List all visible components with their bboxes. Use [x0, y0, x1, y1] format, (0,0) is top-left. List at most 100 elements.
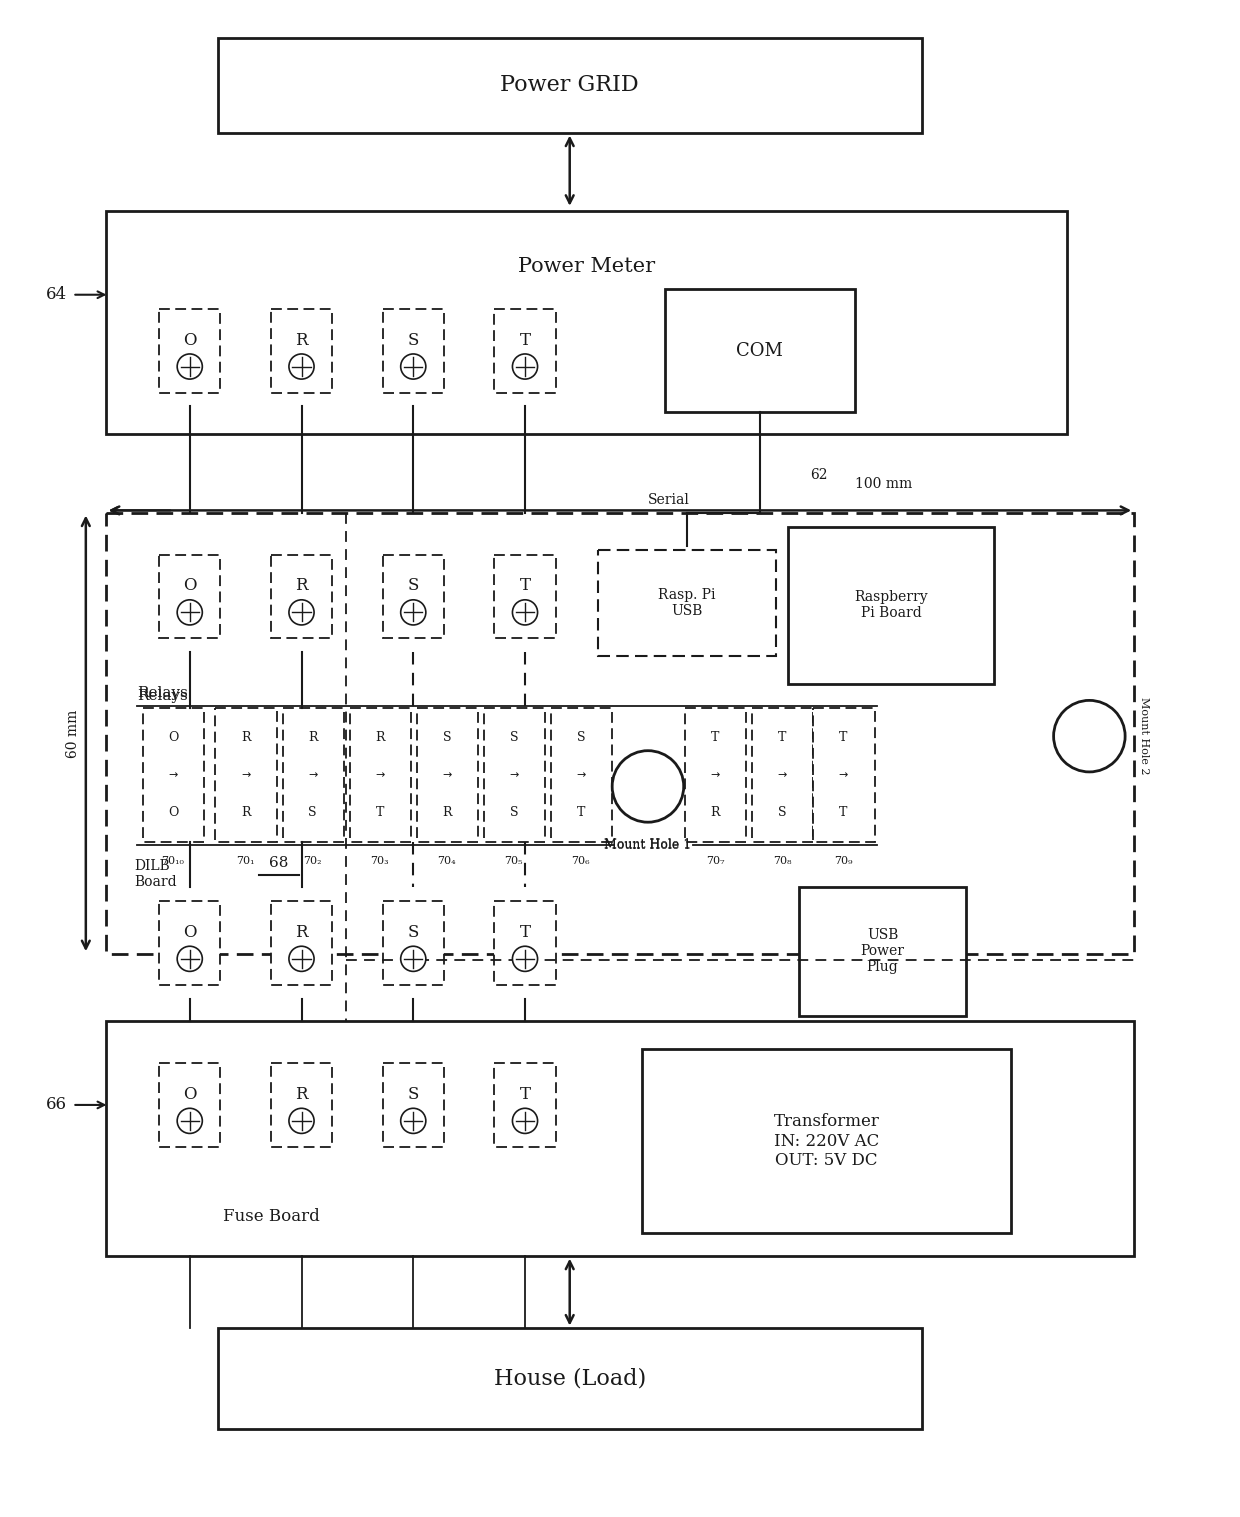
- Bar: [159, 1063, 221, 1147]
- Bar: [382, 901, 444, 985]
- Bar: [787, 528, 994, 684]
- Circle shape: [1054, 701, 1125, 772]
- Circle shape: [512, 353, 538, 379]
- Text: →: →: [374, 771, 384, 780]
- Text: R: R: [441, 807, 451, 819]
- Bar: [382, 1063, 444, 1147]
- Bar: [105, 211, 1066, 434]
- Bar: [216, 708, 277, 842]
- Bar: [159, 308, 221, 393]
- Text: →: →: [838, 771, 848, 780]
- Circle shape: [512, 1109, 538, 1133]
- Text: T: T: [839, 807, 848, 819]
- Bar: [218, 38, 921, 132]
- Text: →: →: [241, 771, 250, 780]
- Text: R: R: [374, 731, 384, 745]
- Circle shape: [512, 947, 538, 971]
- Text: →: →: [510, 771, 518, 780]
- Text: 70₈: 70₈: [773, 856, 791, 866]
- Text: 70₅: 70₅: [505, 856, 523, 866]
- Circle shape: [401, 599, 425, 625]
- Text: →: →: [711, 771, 719, 780]
- Circle shape: [401, 1109, 425, 1133]
- Text: S: S: [408, 332, 419, 349]
- Text: O: O: [167, 731, 179, 745]
- Text: R: R: [308, 731, 317, 745]
- Bar: [495, 901, 556, 985]
- Text: O: O: [184, 924, 196, 941]
- Text: Rasp. Pi
USB: Rasp. Pi USB: [658, 587, 715, 617]
- Text: R: R: [295, 578, 308, 595]
- Text: Power Meter: Power Meter: [518, 258, 655, 276]
- Text: 64: 64: [46, 287, 67, 303]
- Text: 62: 62: [810, 469, 827, 482]
- Bar: [551, 708, 613, 842]
- Bar: [105, 1021, 1135, 1256]
- Bar: [270, 1063, 332, 1147]
- Bar: [495, 308, 556, 393]
- Text: →: →: [443, 771, 451, 780]
- Text: 70₃: 70₃: [371, 856, 389, 866]
- Circle shape: [177, 947, 202, 971]
- Circle shape: [177, 599, 202, 625]
- Text: T: T: [520, 924, 531, 941]
- Text: S: S: [309, 807, 317, 819]
- Text: T: T: [376, 807, 384, 819]
- Circle shape: [401, 353, 425, 379]
- Text: R: R: [295, 924, 308, 941]
- Text: T: T: [520, 578, 531, 595]
- Text: DILB
Board: DILB Board: [134, 859, 176, 889]
- Text: Fuse Board: Fuse Board: [223, 1208, 320, 1224]
- Text: T: T: [711, 731, 719, 745]
- Text: 70₁₀: 70₁₀: [161, 856, 185, 866]
- Bar: [417, 708, 479, 842]
- Bar: [751, 708, 813, 842]
- Text: S: S: [777, 807, 786, 819]
- Text: S: S: [443, 731, 451, 745]
- Circle shape: [289, 599, 314, 625]
- Text: Transformer
IN: 220V AC
OUT: 5V DC: Transformer IN: 220V AC OUT: 5V DC: [774, 1113, 879, 1170]
- Text: Power GRID: Power GRID: [501, 74, 639, 96]
- Text: T: T: [520, 332, 531, 349]
- Text: Mount Hole 2: Mount Hole 2: [1138, 698, 1148, 775]
- Circle shape: [401, 947, 425, 971]
- Bar: [684, 708, 746, 842]
- Text: T: T: [839, 731, 848, 745]
- Text: 66: 66: [46, 1097, 67, 1113]
- Text: S: S: [408, 1086, 419, 1103]
- Circle shape: [512, 599, 538, 625]
- Text: Raspberry
Pi Board: Raspberry Pi Board: [854, 590, 928, 620]
- Text: House (Load): House (Load): [494, 1368, 646, 1390]
- Bar: [283, 708, 343, 842]
- Text: R: R: [241, 731, 250, 745]
- Text: 68: 68: [269, 856, 289, 869]
- Bar: [484, 708, 546, 842]
- Bar: [270, 308, 332, 393]
- Bar: [642, 1050, 1011, 1233]
- Text: O: O: [167, 807, 179, 819]
- Text: →: →: [577, 771, 585, 780]
- Bar: [813, 708, 874, 842]
- Text: R: R: [711, 807, 719, 819]
- Circle shape: [289, 1109, 314, 1133]
- Bar: [665, 290, 854, 413]
- Text: T: T: [577, 807, 585, 819]
- Text: →: →: [777, 771, 786, 780]
- Bar: [143, 708, 205, 842]
- Text: T: T: [520, 1086, 531, 1103]
- Circle shape: [177, 353, 202, 379]
- Text: R: R: [295, 332, 308, 349]
- Text: →: →: [169, 771, 177, 780]
- Bar: [382, 555, 444, 639]
- Text: R: R: [241, 807, 250, 819]
- Bar: [270, 901, 332, 985]
- Text: S: S: [510, 807, 518, 819]
- Bar: [495, 1063, 556, 1147]
- Text: O: O: [184, 332, 196, 349]
- Circle shape: [613, 751, 683, 822]
- Text: USB
Power
Plug: USB Power Plug: [861, 928, 905, 974]
- Text: →: →: [308, 771, 317, 780]
- Text: S: S: [577, 731, 585, 745]
- Text: S: S: [408, 924, 419, 941]
- Text: S: S: [408, 578, 419, 595]
